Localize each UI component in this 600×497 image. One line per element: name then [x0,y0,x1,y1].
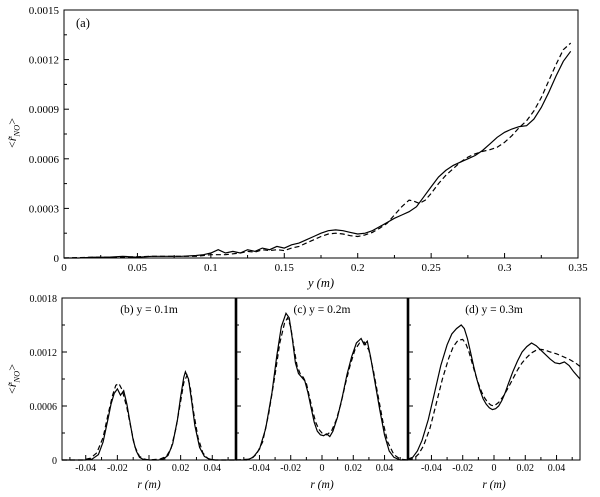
x-tick-label: 0.02 [172,463,190,474]
x-axis-label-d: r (m) [482,479,505,491]
x-tick-label: 0.35 [568,262,588,274]
series-solid-a [64,50,572,259]
x-tick-label: 0 [320,463,325,474]
y-axis-label-top: <r̃NO> [5,111,22,155]
x-tick-label: -0.02 [452,463,473,474]
panel-label-b: (b) y = 0.1m [120,304,178,316]
ylabel-symbol: r̃ [5,136,19,142]
x-tick-label: 0.2 [351,262,365,274]
x-tick-label: 0.04 [376,463,394,474]
chart-panels-bcd: -0.04 -0.02 0 0.02 0.04 0 0.0006 0.0012 0.0018 (b… [30,294,581,491]
y-tick-label: 0.0018 [30,294,58,305]
x-tick-label: 0.1 [204,262,218,274]
y-tick-label: 0.0012 [29,55,59,67]
ylabel-symbol: r̃ [5,382,19,388]
x-tick-label: 0.02 [345,463,363,474]
y-tick-label: 0.0006 [30,402,58,413]
x-tick-label: -0.04 [421,463,442,474]
series-dashed-d [407,338,581,461]
series-dashed-a [63,42,572,259]
plot-box-d [407,297,581,461]
ylabel-subscript: NO [11,370,22,383]
x-tick-label: 0 [147,463,152,474]
angle-open: < [5,141,19,149]
angle-close: > [5,363,19,371]
series-dashed-b [62,373,236,461]
x-tick-label: 0.05 [128,262,148,274]
angle-open: < [5,387,19,395]
x-axis-label-c: r (m) [310,479,333,491]
panel-label-d: (d) y = 0.3m [465,304,523,316]
x-axis-label-a: y (m) [306,276,334,290]
series-solid-c [236,312,408,461]
series-solid-d [407,324,581,460]
plot-box-a [63,9,579,259]
x-tick-label: 0.04 [204,463,222,474]
y-tick-label: 0.0015 [29,5,60,17]
x-tick-label: 0 [61,262,67,274]
x-tick-label: 0 [492,463,497,474]
x-tick-label: 0.25 [422,262,442,274]
y-axis-label-bottom: <r̃NO> [5,357,22,401]
series-dashed-c [235,316,409,461]
x-tick-label: 0.3 [498,262,512,274]
y-tick-label: 0.0003 [29,203,60,215]
y-tick-label: 0 [52,456,57,467]
x-axis-label-b: r (m) [137,479,160,491]
ylabel-subscript: NO [11,124,22,137]
x-tick-label: 0.15 [275,262,295,274]
plot-box-b [61,297,237,461]
series-solid-b [62,370,236,461]
y-tick-label: 0 [54,253,60,265]
x-tick-label: -0.02 [280,463,301,474]
x-tick-label: -0.04 [75,463,96,474]
y-tick-label: 0.0006 [29,154,60,166]
panel-label-a: (a) [76,16,90,30]
x-tick-label: -0.04 [249,463,270,474]
x-tick-label: -0.02 [107,463,128,474]
angle-close: > [5,117,19,125]
panel-label-c: (c) y = 0.2m [294,304,351,316]
y-tick-label: 0.0009 [29,104,60,116]
x-tick-label: 0.02 [517,463,535,474]
chart-panel-a: 0 0.05 0.1 0.15 0.2 0.25 0.3 0.35 0 0.0003 0.0006 0… [29,5,588,290]
x-tick-label: 0.04 [548,463,566,474]
y-tick-label: 0.0012 [30,348,58,359]
